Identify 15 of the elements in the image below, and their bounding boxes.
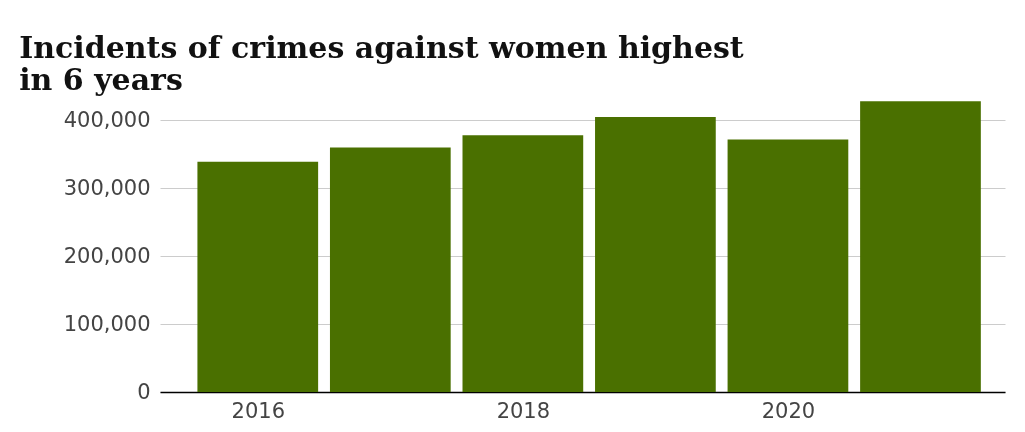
- bar: [860, 101, 981, 392]
- bar: [197, 161, 319, 392]
- chart-title: Incidents of crimes against women highest in 6 years: [19, 30, 744, 97]
- x-tick-label: 2016: [231, 398, 285, 423]
- x-tick-label: 2020: [761, 398, 816, 423]
- x-tick-label: 2018: [496, 398, 551, 423]
- y-tick-label: 300,000: [63, 175, 151, 200]
- y-tick-label: 0: [137, 379, 151, 404]
- bar: [329, 147, 451, 392]
- bar: [462, 135, 584, 392]
- y-tick-label: 200,000: [63, 243, 151, 268]
- y-tick-label: 100,000: [63, 311, 151, 336]
- y-tick-label: 400,000: [63, 107, 151, 132]
- bar: [727, 139, 849, 392]
- bar: [595, 116, 716, 392]
